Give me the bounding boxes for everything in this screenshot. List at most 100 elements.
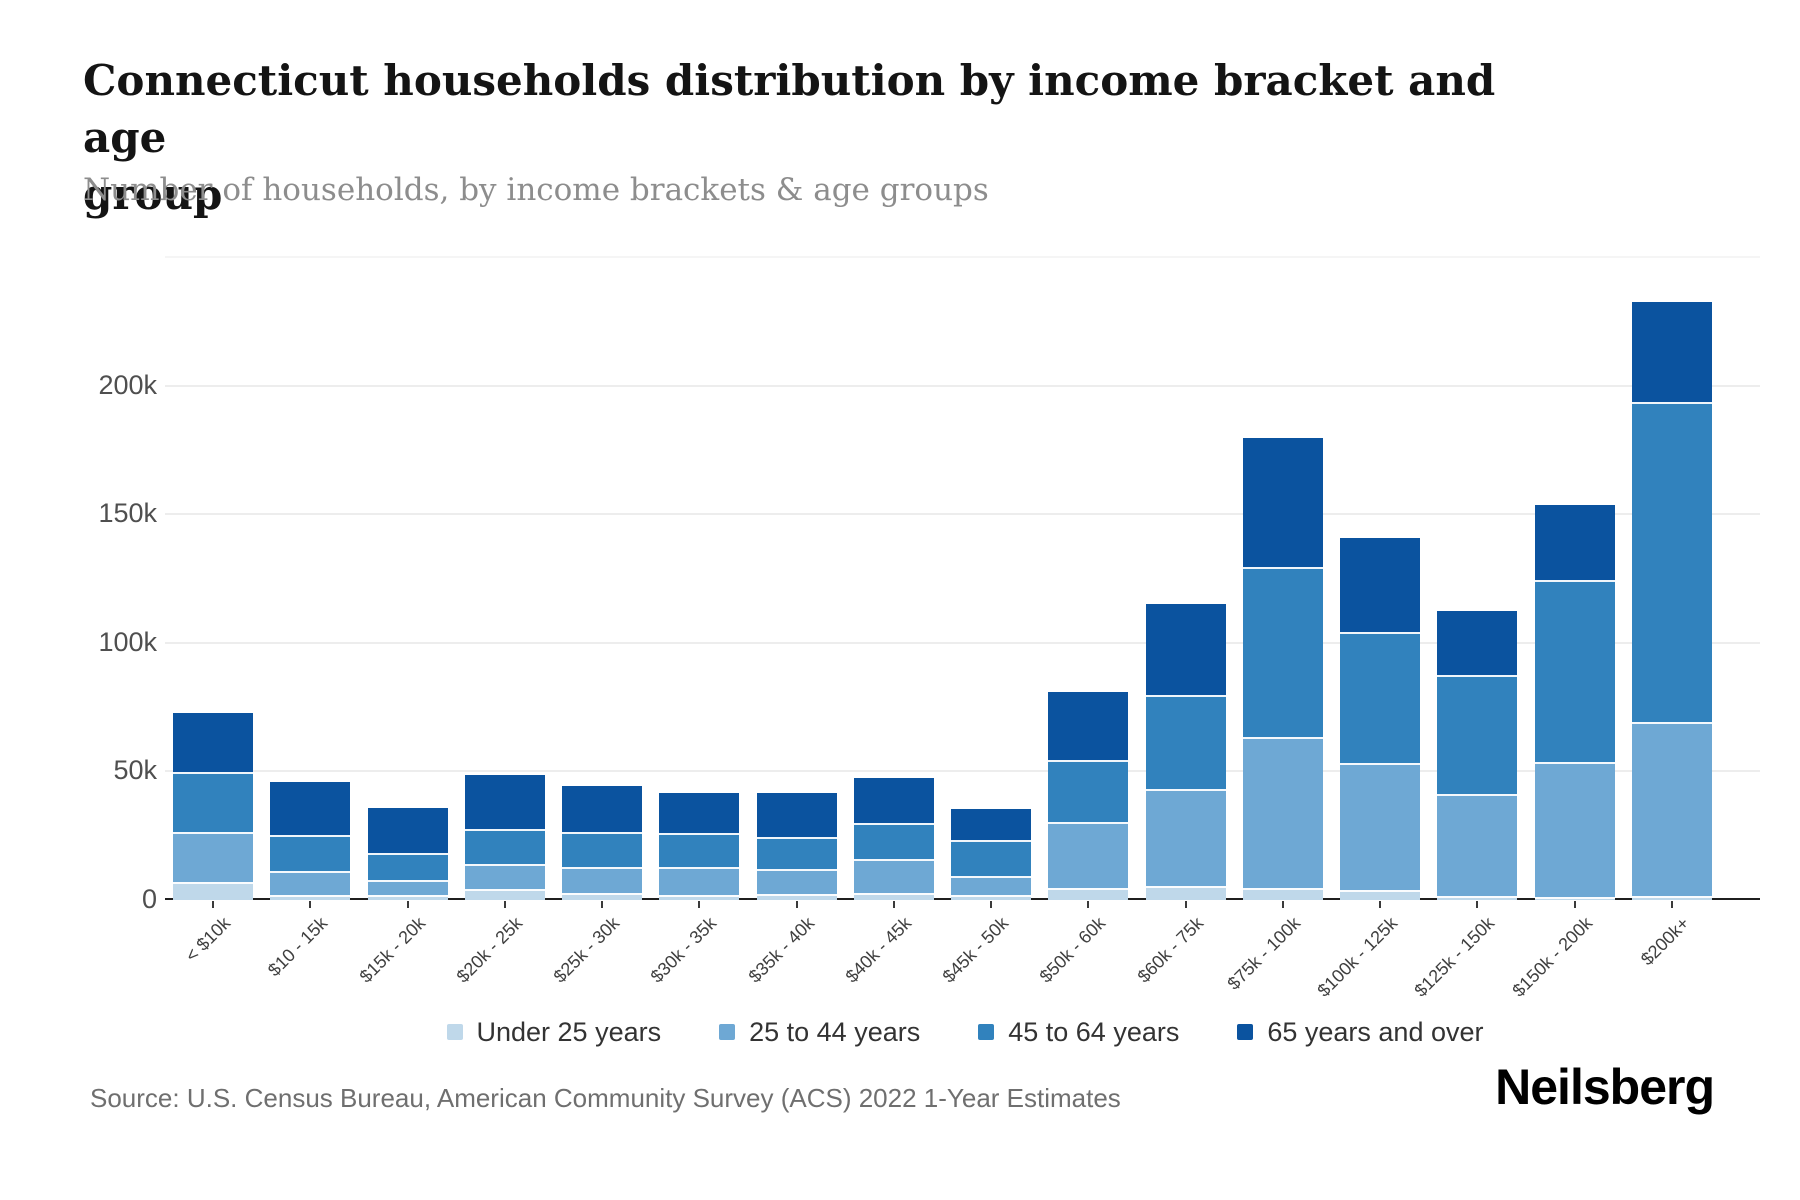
x-axis-tick	[406, 901, 409, 908]
y-axis-label: 0	[141, 884, 157, 914]
bar-segment-45-to-64-years	[1242, 567, 1323, 737]
bar-segment-under-25-years	[951, 895, 1031, 900]
y-axis-label: 100k	[98, 626, 157, 657]
bar-segment-25-to-44-years	[1631, 721, 1712, 897]
x-axis-tick	[1379, 901, 1381, 908]
legend-swatch	[978, 1024, 995, 1040]
x-axis-label: $60k - 75k	[1133, 913, 1207, 987]
bar-segment-45-to-64-years	[1145, 694, 1226, 790]
x-axis-tick	[990, 901, 992, 908]
bar-segment-45-to-64-years	[562, 831, 642, 868]
source-text: Source: U.S. Census Bureau, American Com…	[90, 1083, 1121, 1113]
bar-segment-25-to-44-years	[1145, 789, 1226, 887]
page-subtitle: Number of households, by income brackets…	[83, 172, 989, 208]
legend-item-label: 45 to 64 years	[1008, 1016, 1180, 1047]
bar-segment-65-years-and-over	[1534, 504, 1615, 581]
bar-segment-65-years-and-over	[270, 782, 351, 836]
x-axis-label: $10 - 15k	[264, 913, 332, 981]
bar-segment-25-to-44-years	[173, 831, 253, 882]
x-axis-label: $25k - 30k	[549, 913, 624, 987]
bar-segment-65-years-and-over	[464, 775, 545, 830]
legend-item: 25 to 44 years	[719, 1017, 920, 1048]
legend-swatch	[446, 1024, 463, 1040]
bar-segment-45-to-64-years	[853, 823, 934, 860]
bar-segment-25-to-44-years	[1048, 821, 1129, 889]
bar-segment-under-25-years	[1631, 896, 1712, 900]
bar-segment-under-25-years	[1242, 888, 1323, 900]
page-title: Connecticut households distribution by i…	[83, 52, 1583, 223]
bar-segment-under-25-years	[367, 895, 448, 900]
x-axis-tick	[1281, 901, 1284, 908]
bar-segment-45-to-64-years	[367, 853, 448, 880]
legend-swatch	[719, 1024, 736, 1040]
bar-segment-45-to-64-years	[173, 772, 253, 832]
bar-segment-25-to-44-years	[1340, 763, 1420, 890]
bar-segment-65-years-and-over	[173, 712, 253, 773]
bar-segment-25-to-44-years	[1242, 736, 1323, 889]
bar-segment-45-to-64-years	[464, 829, 545, 864]
bar-segment-65-years-and-over	[1631, 302, 1712, 403]
page-title-line: Connecticut households distribution by i…	[83, 56, 1496, 162]
bar-segment-45-to-64-years	[270, 835, 351, 871]
legend-item-label: 25 to 44 years	[749, 1016, 921, 1047]
x-axis-label: $100k - 125k	[1313, 913, 1402, 1001]
bar-segment-under-25-years	[562, 893, 642, 900]
gridline	[165, 770, 1760, 773]
y-axis-label: 150k	[98, 498, 157, 529]
bar-segment-under-25-years	[270, 894, 351, 900]
bar-segment-65-years-and-over	[1048, 691, 1129, 760]
bar-segment-25-to-44-years	[464, 864, 545, 890]
gridline	[165, 513, 1760, 516]
bar-segment-45-to-64-years	[1340, 631, 1420, 764]
legend-item: 65 years and over	[1237, 1016, 1484, 1048]
bar-segment-under-25-years	[464, 889, 545, 900]
x-axis-label: $200k+	[1636, 913, 1693, 970]
bar-segment-65-years-and-over	[951, 808, 1031, 841]
page-title-line: group	[83, 170, 223, 219]
bar-segment-25-to-44-years	[756, 869, 837, 894]
bar-segment-45-to-64-years	[659, 832, 740, 868]
x-axis-label: $150k - 200k	[1507, 913, 1596, 1001]
neilsberg-logo: Neilsberg	[1495, 1059, 1715, 1115]
x-axis-tick	[892, 901, 895, 908]
bar-segment-65-years-and-over	[367, 808, 448, 854]
bar-segment-65-years-and-over	[1437, 610, 1518, 676]
bar-segment-under-25-years	[853, 893, 934, 900]
legend-item-label: 65 years and over	[1267, 1016, 1484, 1047]
bar-segment-45-to-64-years	[756, 836, 837, 870]
x-axis-tick	[795, 901, 798, 908]
bar-segment-25-to-44-years	[1534, 762, 1615, 898]
legend: Under 25 years 25 to 44 years 45 to 64 yea…	[170, 1012, 1760, 1052]
legend-swatch	[1237, 1024, 1254, 1040]
bar-segment-45-to-64-years	[1437, 675, 1518, 794]
bar-segment-25-to-44-years	[1437, 793, 1518, 896]
bar-segment-under-25-years	[756, 893, 837, 900]
bar-segment-65-years-and-over	[756, 792, 837, 837]
x-axis-tick	[698, 901, 701, 908]
bar-segment-65-years-and-over	[853, 778, 934, 824]
x-axis-label: $50k - 60k	[1035, 913, 1110, 987]
x-axis-tick	[212, 901, 214, 908]
bar-segment-45-to-64-years	[951, 840, 1031, 877]
bar-segment-25-to-44-years	[270, 870, 351, 895]
legend-item: Under 25 years	[446, 1017, 661, 1048]
bar-segment-under-25-years	[1534, 897, 1615, 900]
x-axis-tick	[601, 901, 603, 908]
gridline	[165, 641, 1760, 644]
bar-segment-under-25-years	[173, 882, 253, 900]
gridline	[165, 256, 1760, 259]
bar-segment-65-years-and-over	[1145, 603, 1226, 695]
x-axis-tick	[309, 901, 312, 908]
x-axis-label: $15k - 20k	[355, 913, 429, 987]
x-axis-tick	[1476, 901, 1479, 908]
bar-segment-65-years-and-over	[1242, 438, 1323, 567]
bar-segment-under-25-years	[1048, 888, 1129, 900]
bar-segment-45-to-64-years	[1534, 580, 1615, 763]
bar-segment-25-to-44-years	[367, 879, 448, 896]
x-axis-label: $45k - 50k	[938, 913, 1013, 987]
x-axis-label: $20k - 25k	[452, 913, 526, 987]
gridline	[165, 384, 1760, 387]
bar-segment-65-years-and-over	[562, 786, 642, 832]
